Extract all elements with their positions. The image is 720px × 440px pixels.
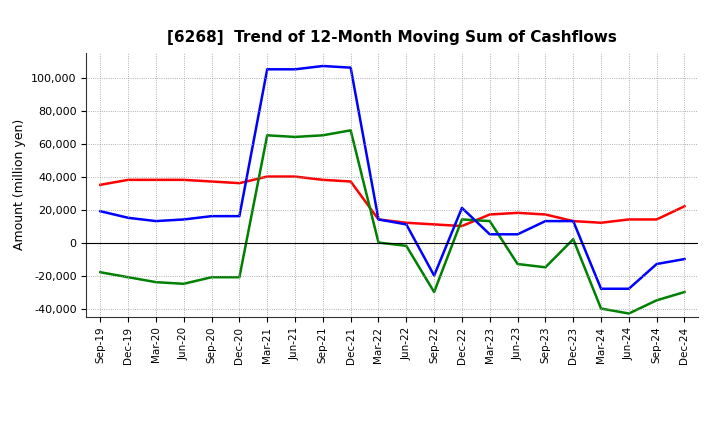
Free Cashflow <box>624 286 633 291</box>
Operating Cashflow <box>179 177 188 183</box>
Operating Cashflow <box>235 180 243 186</box>
Investing Cashflow <box>374 240 383 245</box>
Investing Cashflow <box>430 290 438 295</box>
Operating Cashflow <box>652 217 661 222</box>
Investing Cashflow <box>513 261 522 267</box>
Operating Cashflow <box>513 210 522 216</box>
Y-axis label: Amount (million yen): Amount (million yen) <box>13 119 26 250</box>
Title: [6268]  Trend of 12-Month Moving Sum of Cashflows: [6268] Trend of 12-Month Moving Sum of C… <box>168 29 617 45</box>
Operating Cashflow <box>152 177 161 183</box>
Operating Cashflow <box>374 217 383 222</box>
Operating Cashflow <box>597 220 606 225</box>
Investing Cashflow <box>346 128 355 133</box>
Operating Cashflow <box>541 212 550 217</box>
Operating Cashflow <box>569 218 577 224</box>
Operating Cashflow <box>680 204 689 209</box>
Free Cashflow <box>513 231 522 237</box>
Free Cashflow <box>374 217 383 222</box>
Line: Operating Cashflow: Operating Cashflow <box>100 176 685 226</box>
Operating Cashflow <box>318 177 327 183</box>
Free Cashflow <box>179 217 188 222</box>
Operating Cashflow <box>207 179 216 184</box>
Free Cashflow <box>207 213 216 219</box>
Operating Cashflow <box>291 174 300 179</box>
Free Cashflow <box>569 218 577 224</box>
Investing Cashflow <box>624 311 633 316</box>
Line: Investing Cashflow: Investing Cashflow <box>100 130 685 313</box>
Investing Cashflow <box>541 264 550 270</box>
Investing Cashflow <box>263 132 271 138</box>
Line: Free Cashflow: Free Cashflow <box>100 66 685 289</box>
Free Cashflow <box>263 66 271 72</box>
Operating Cashflow <box>263 174 271 179</box>
Free Cashflow <box>680 257 689 262</box>
Free Cashflow <box>152 218 161 224</box>
Free Cashflow <box>402 222 410 227</box>
Free Cashflow <box>318 63 327 69</box>
Investing Cashflow <box>458 217 467 222</box>
Investing Cashflow <box>485 218 494 224</box>
Free Cashflow <box>346 65 355 70</box>
Free Cashflow <box>96 209 104 214</box>
Operating Cashflow <box>458 224 467 229</box>
Free Cashflow <box>291 66 300 72</box>
Operating Cashflow <box>485 212 494 217</box>
Investing Cashflow <box>291 134 300 139</box>
Investing Cashflow <box>152 279 161 285</box>
Investing Cashflow <box>569 237 577 242</box>
Free Cashflow <box>235 213 243 219</box>
Operating Cashflow <box>624 217 633 222</box>
Investing Cashflow <box>402 243 410 249</box>
Free Cashflow <box>541 218 550 224</box>
Investing Cashflow <box>207 275 216 280</box>
Investing Cashflow <box>179 281 188 286</box>
Operating Cashflow <box>402 220 410 225</box>
Operating Cashflow <box>124 177 132 183</box>
Operating Cashflow <box>430 222 438 227</box>
Free Cashflow <box>652 261 661 267</box>
Investing Cashflow <box>318 132 327 138</box>
Free Cashflow <box>430 273 438 278</box>
Free Cashflow <box>597 286 606 291</box>
Investing Cashflow <box>652 297 661 303</box>
Investing Cashflow <box>124 275 132 280</box>
Free Cashflow <box>485 231 494 237</box>
Operating Cashflow <box>96 182 104 187</box>
Investing Cashflow <box>680 290 689 295</box>
Operating Cashflow <box>346 179 355 184</box>
Investing Cashflow <box>597 306 606 311</box>
Investing Cashflow <box>96 270 104 275</box>
Investing Cashflow <box>235 275 243 280</box>
Free Cashflow <box>124 215 132 220</box>
Free Cashflow <box>458 205 467 210</box>
